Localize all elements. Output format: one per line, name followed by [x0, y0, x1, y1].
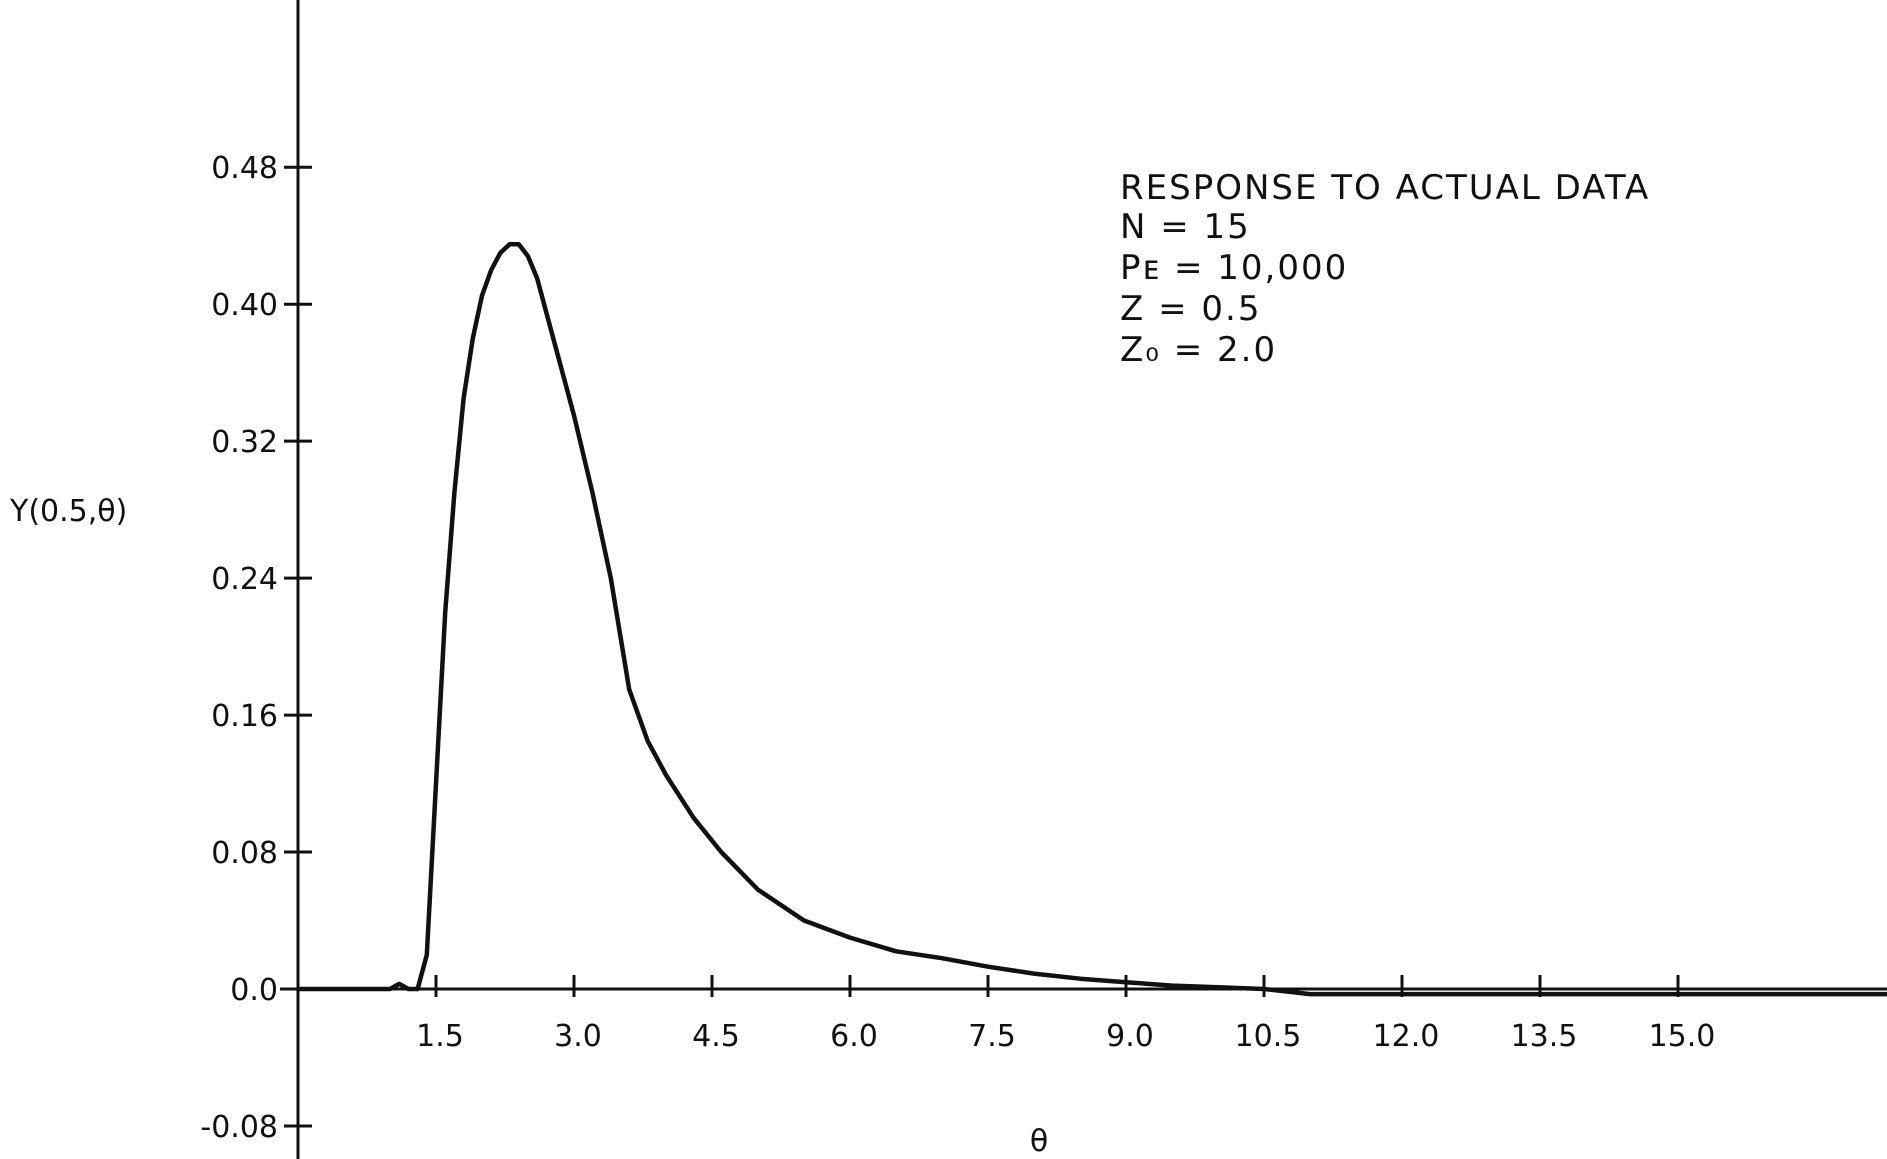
y-tick-label: 0.0 — [230, 973, 278, 1008]
x-tick-label: 10.5 — [1235, 1019, 1302, 1054]
annotation-pe: Pᴇ = 10,000 — [1120, 248, 1348, 288]
y-tick-label: 0.48 — [211, 151, 278, 186]
x-tick-label: 6.0 — [830, 1019, 878, 1054]
annotation-z0: Z₀ = 2.0 — [1120, 330, 1277, 370]
y-ticks: 0.48 0.40 0.32 0.24 0.16 0.08 0.0 -0.08 — [200, 151, 312, 1145]
series-line — [295, 242, 1887, 997]
y-tick-label: 0.08 — [211, 836, 278, 871]
x-tick-label: 12.0 — [1373, 1019, 1440, 1054]
annotation-block: RESPONSE TO ACTUAL DATA N = 15 Pᴇ = 10,0… — [1120, 168, 1650, 370]
x-tick-label: 15.0 — [1649, 1019, 1716, 1054]
x-tick-label: 9.0 — [1106, 1019, 1154, 1054]
annotation-title: RESPONSE TO ACTUAL DATA — [1120, 168, 1650, 208]
x-axis-title: θ — [1030, 1124, 1048, 1159]
annotation-z: Z = 0.5 — [1120, 289, 1261, 329]
y-tick-label: 0.24 — [211, 562, 278, 597]
y-tick-label: 0.40 — [211, 288, 278, 323]
x-tick-label: 4.5 — [692, 1019, 740, 1054]
x-tick-label: 3.0 — [554, 1019, 602, 1054]
y-tick-label: -0.08 — [200, 1110, 278, 1145]
x-tick-label: 7.5 — [968, 1019, 1016, 1054]
y-tick-label: 0.16 — [211, 699, 278, 734]
y-tick-label: 0.32 — [211, 425, 278, 460]
annotation-n: N = 15 — [1120, 207, 1251, 247]
x-tick-label: 1.5 — [416, 1019, 464, 1054]
y-axis-title: Y(0.5,θ) — [9, 494, 127, 529]
x-ticks: 1.5 3.0 4.5 6.0 7.5 9.0 10.5 12.0 13.5 15.0 — [416, 975, 1715, 1054]
x-tick-label: 13.5 — [1511, 1019, 1578, 1054]
